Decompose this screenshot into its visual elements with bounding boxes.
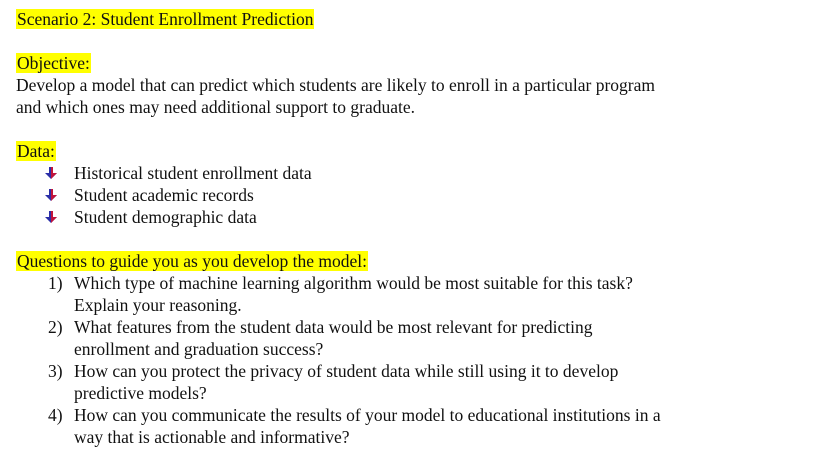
objective-line-2: and which ones may need additional suppo…	[16, 97, 415, 117]
question-line-2: predictive models?	[74, 383, 207, 403]
question-line-2: Explain your reasoning.	[74, 295, 242, 315]
data-list-item: Student demographic data	[44, 206, 806, 228]
question-line-2: way that is actionable and informative?	[74, 427, 350, 447]
objective-line-1: Develop a model that can predict which s…	[16, 75, 656, 95]
question-number: 1)	[48, 273, 63, 293]
title-highlight: Scenario 2: Student Enrollment Predictio…	[16, 9, 315, 29]
question-line-1: How can you protect the privacy of stude…	[74, 361, 619, 381]
question-item: 4) How can you communicate the results o…	[48, 404, 806, 448]
question-number: 4)	[48, 405, 63, 425]
question-number: 3)	[48, 361, 63, 381]
page-title: Scenario 2: Student Enrollment Predictio…	[16, 8, 806, 30]
question-line-1: What features from the student data woul…	[74, 317, 593, 337]
question-item: 2) What features from the student data w…	[48, 316, 806, 360]
down-arrow-icon	[45, 211, 57, 223]
question-line-2: enrollment and graduation success?	[74, 339, 324, 359]
data-list-item: Historical student enrollment data	[44, 162, 806, 184]
questions-list: 1) Which type of machine learning algori…	[16, 272, 806, 448]
data-list-item-label: Student academic records	[74, 185, 254, 205]
objective-heading-highlight: Objective:	[16, 53, 91, 73]
objective-heading: Objective:	[16, 52, 806, 74]
question-item: 3) How can you protect the privacy of st…	[48, 360, 806, 404]
document: Scenario 2: Student Enrollment Predictio…	[16, 8, 806, 448]
question-line-1: Which type of machine learning algorithm…	[74, 273, 633, 293]
data-heading: Data:	[16, 140, 806, 162]
data-list: Historical student enrollment data Stude…	[16, 162, 806, 228]
down-arrow-icon	[45, 189, 57, 201]
down-arrow-icon	[45, 167, 57, 179]
data-heading-highlight: Data:	[16, 141, 56, 161]
data-list-item-label: Student demographic data	[74, 207, 257, 227]
question-line-1: How can you communicate the results of y…	[74, 405, 661, 425]
question-number: 2)	[48, 317, 63, 337]
questions-heading-highlight: Questions to guide you as you develop th…	[16, 251, 368, 271]
question-item: 1) Which type of machine learning algori…	[48, 272, 806, 316]
data-list-item-label: Historical student enrollment data	[74, 163, 312, 183]
data-list-item: Student academic records	[44, 184, 806, 206]
questions-heading: Questions to guide you as you develop th…	[16, 250, 806, 272]
